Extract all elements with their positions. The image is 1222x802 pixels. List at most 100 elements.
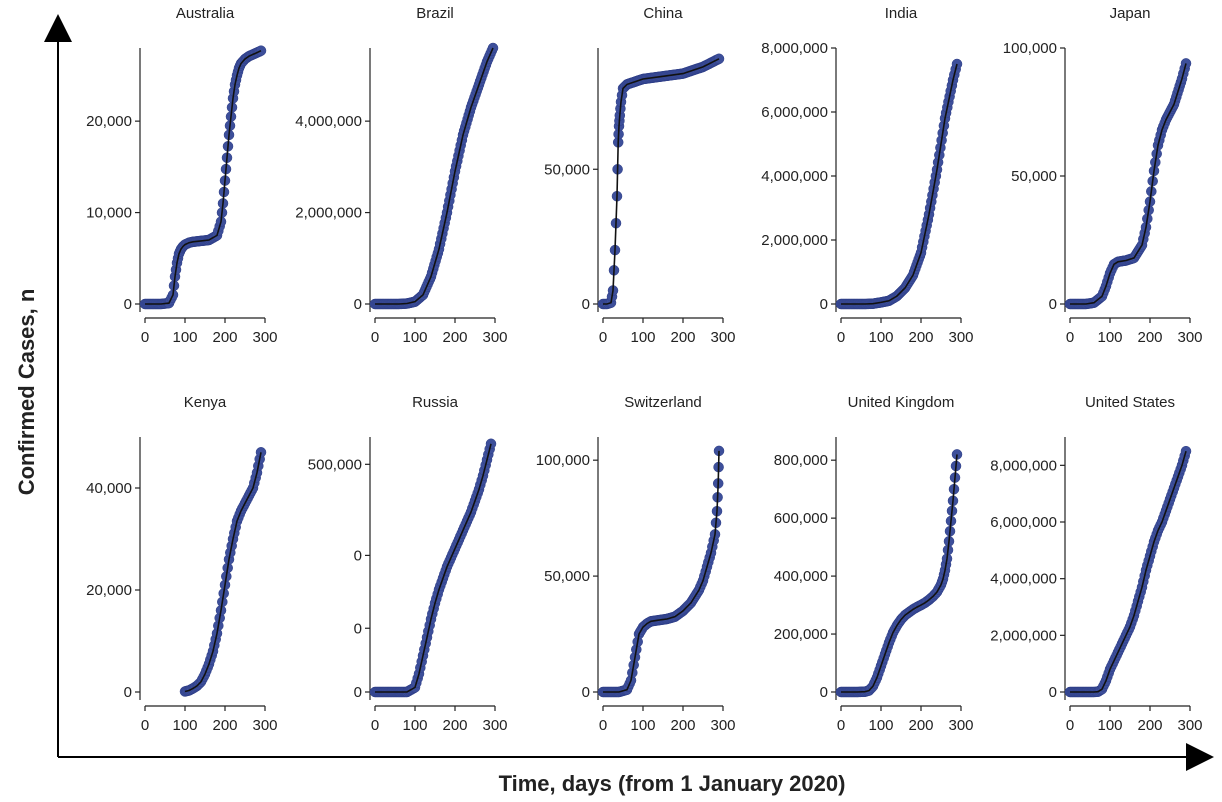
panel-united-kingdom: United Kingdom 0 200,000 400,000 600,000 800,… <box>774 394 974 734</box>
data-points <box>139 45 267 310</box>
y-tick-label: 10,000 <box>86 205 132 222</box>
panel-title: India <box>885 5 918 22</box>
y-tick-label: 50,000 <box>544 161 590 178</box>
y-tick-label: 600,000 <box>774 510 828 527</box>
y-tick-label: 0 <box>1049 296 1057 313</box>
y-tick-label: 6,000,000 <box>990 514 1057 531</box>
data-points <box>369 438 497 698</box>
x-tick-label: 0 <box>141 717 149 734</box>
x-tick-label: 300 <box>252 329 277 346</box>
fit-line <box>375 443 492 693</box>
panel-japan: Japan 0 50,000 100,000 0 100 200 300 <box>1003 5 1203 346</box>
data-points <box>835 449 963 698</box>
x-tick-label: 200 <box>212 329 237 346</box>
x-tick-label: 200 <box>670 329 695 346</box>
x-tick-label: 200 <box>1137 717 1162 734</box>
x-tick-label: 200 <box>212 717 237 734</box>
y-tick-label: 8,000,000 <box>761 40 828 57</box>
x-tick-label: 300 <box>482 717 507 734</box>
y-tick-label: 0 <box>354 296 362 313</box>
y-tick-label: 0 <box>124 296 132 313</box>
y-tick-label: 0 <box>582 684 590 701</box>
panel-united-states: United States 0 2,000,000 4,000,000 6,000,00… <box>990 394 1202 734</box>
panel-title: Brazil <box>416 5 454 22</box>
x-tick-label: 100 <box>1097 717 1122 734</box>
panel-title: Australia <box>176 5 235 22</box>
y-tick-label: 8,000,000 <box>990 457 1057 474</box>
x-tick-label: 300 <box>710 717 735 734</box>
y-tick-label: 2,000,000 <box>990 627 1057 644</box>
panel-grid: Australia 0 10,000 20,000 0 100 200 300 Brazil 0 2… <box>86 5 1202 734</box>
y-tick-label: 4,000,000 <box>295 113 362 130</box>
y-tick-label: 200,000 <box>774 626 828 643</box>
y-tick-label: 0 <box>354 547 362 564</box>
panel-title: Russia <box>412 394 459 411</box>
x-tick-label: 200 <box>908 329 933 346</box>
data-points <box>1064 58 1192 310</box>
fit-line <box>603 450 720 693</box>
y-tick-label: 500,000 <box>308 456 362 473</box>
data-points <box>835 58 963 310</box>
x-tick-label: 100 <box>172 717 197 734</box>
panel-title: China <box>643 5 683 22</box>
x-tick-label: 300 <box>710 329 735 346</box>
x-tick-label: 0 <box>837 329 845 346</box>
panel-australia: Australia 0 10,000 20,000 0 100 200 300 <box>86 5 277 346</box>
x-tick-label: 100 <box>868 717 893 734</box>
fit-line <box>1070 450 1187 693</box>
x-tick-label: 100 <box>402 717 427 734</box>
fit-line <box>145 49 262 305</box>
x-tick-label: 100 <box>402 329 427 346</box>
fit-line <box>841 63 958 305</box>
y-tick-label: 100,000 <box>1003 40 1057 57</box>
x-tick-label: 300 <box>948 329 973 346</box>
x-tick-label: 300 <box>482 329 507 346</box>
panel-title: Switzerland <box>624 394 702 411</box>
x-tick-label: 0 <box>1066 717 1074 734</box>
x-tick-label: 300 <box>1177 717 1202 734</box>
x-tick-label: 100 <box>868 329 893 346</box>
x-tick-label: 200 <box>442 717 467 734</box>
y-tick-label: 2,000,000 <box>295 205 362 222</box>
x-tick-label: 0 <box>599 717 607 734</box>
y-tick-label: 20,000 <box>86 582 132 599</box>
panel-title: Kenya <box>184 394 227 411</box>
y-tick-label: 0 <box>354 620 362 637</box>
y-tick-label: 0 <box>1049 684 1057 701</box>
fit-line <box>841 454 958 693</box>
x-tick-label: 100 <box>1097 329 1122 346</box>
panel-title: United States <box>1085 394 1175 411</box>
x-tick-label: 100 <box>630 329 655 346</box>
panel-india: India 0 2,000,000 4,000,000 6,000,000 8,000,0… <box>761 5 973 346</box>
panel-brazil: Brazil 0 2,000,000 4,000,000 0 100 200 300 <box>295 5 507 346</box>
fit-line <box>1070 63 1187 305</box>
y-tick-label: 0 <box>124 684 132 701</box>
x-tick-label: 0 <box>837 717 845 734</box>
x-tick-label: 100 <box>172 329 197 346</box>
y-tick-label: 20,000 <box>86 113 132 130</box>
y-tick-label: 40,000 <box>86 480 132 497</box>
x-tick-label: 200 <box>442 329 467 346</box>
y-tick-label: 4,000,000 <box>990 571 1057 588</box>
data-points <box>1064 445 1192 698</box>
y-tick-label: 0 <box>582 296 590 313</box>
panel-switzerland: Switzerland 0 50,000 100,000 0 100 200 300 <box>536 394 736 734</box>
y-tick-label: 400,000 <box>774 568 828 585</box>
x-tick-label: 300 <box>1177 329 1202 346</box>
y-tick-label: 0 <box>820 684 828 701</box>
x-tick-label: 0 <box>371 329 379 346</box>
panel-kenya: Kenya 0 20,000 40,000 0 100 200 300 <box>86 394 277 734</box>
fit-line <box>375 47 494 305</box>
x-tick-label: 0 <box>1066 329 1074 346</box>
y-tick-label: 50,000 <box>1011 168 1057 185</box>
y-tick-label: 0 <box>354 684 362 701</box>
global-y-label: Confirmed Cases, n <box>14 289 39 496</box>
global-x-label: Time, days (from 1 January 2020) <box>499 771 846 796</box>
panel-title: Japan <box>1110 5 1151 22</box>
fit-line <box>603 58 720 305</box>
y-tick-label: 4,000,000 <box>761 168 828 185</box>
x-tick-label: 300 <box>948 717 973 734</box>
fit-line <box>184 452 262 693</box>
data-point <box>951 58 963 70</box>
